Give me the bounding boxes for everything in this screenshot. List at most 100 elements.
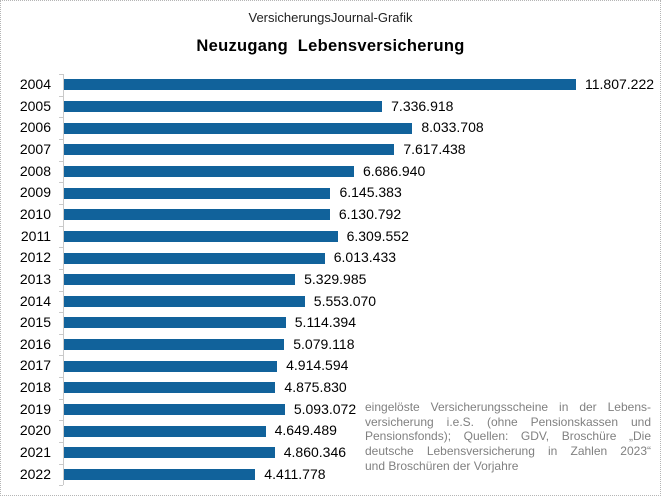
chart-row: 2006 8.033.708 [1,117,660,139]
bar [64,187,331,199]
chart-row: 2014 5.553.070 [1,291,660,313]
axis-tick [59,398,63,400]
year-label: 2015 [19,314,51,331]
source-note-line: eingelöste Versicherungsscheine in der L… [365,400,651,414]
axis-tick [59,485,63,487]
bar-value-label: 6.145.383 [339,184,402,201]
bar [64,425,266,437]
axis-tick [59,333,63,335]
axis-tick [59,182,63,184]
year-label: 2013 [19,270,51,287]
bar [64,165,354,177]
brand-label: VersicherungsJournal-Grafik [248,10,413,25]
year-label: 2019 [19,400,51,417]
axis-tick [59,225,63,227]
bar-value-label: 7.336.918 [391,97,454,114]
bar [64,447,275,459]
year-label: 2020 [19,422,51,439]
bar [64,100,383,112]
axis-tick [59,420,63,422]
bar-value-label: 8.033.708 [421,119,484,136]
bar-value-label: 4.411.778 [264,465,326,482]
chart-row: 2004 11.807.222 [1,74,660,96]
bar [64,404,285,416]
year-label: 2011 [20,227,51,244]
year-label: 2014 [19,292,51,309]
year-label: 2004 [19,76,51,92]
bar-value-label: 11.807.222 [585,76,655,92]
bar-value-label: 5.553.070 [313,292,377,309]
year-label: 2012 [19,249,51,266]
bar [64,230,338,242]
chart-row: 2010 6.130.792 [1,204,660,226]
source-note: eingelöste Versicherungsscheine in der L… [365,400,651,474]
axis-tick [59,312,63,314]
bar-value-label: 6.686.940 [362,162,426,179]
axis-tick [59,95,63,97]
bar [64,360,278,372]
chart-row: 2011 6.309.552 [1,226,660,248]
bar-value-label: 7.617.438 [403,140,466,157]
year-label: 2006 [19,119,51,136]
bar-value-label: 5.329.985 [304,270,367,287]
axis-tick [59,355,63,357]
bar-value-label: 4.914.594 [286,357,349,374]
bar [64,209,330,221]
year-label: 2017 [19,357,51,374]
bar-value-label: 6.309.552 [346,227,409,244]
axis-tick [59,442,63,444]
chart-row: 2005 7.336.918 [1,96,660,118]
bar [64,469,256,480]
source-note-line: und Broschüren der Vorjahre [365,458,519,473]
axis-tick [59,463,63,465]
chart-row: 2021 4.860.346 [1,442,660,464]
year-label: 2005 [19,97,51,114]
chart-row: 2007 7.617.438 [1,139,660,161]
chart-row: 2012 6.013.433 [1,247,660,269]
year-label: 2016 [19,335,51,352]
axis-tick [59,268,63,270]
bar [64,295,305,307]
bar [64,144,395,156]
year-label: 2007 [19,140,51,157]
bar-value-label: 6.013.433 [333,249,397,266]
axis-tick [59,247,63,249]
axis-tick [59,160,63,162]
bar [64,339,285,351]
bar-value-label: 4.649.489 [274,422,337,439]
chart-row: 2016 5.079.118 [1,334,660,356]
year-label: 2009 [19,184,51,201]
chart-row: 2018 4.875.830 [1,377,660,399]
year-label: 2022 [19,465,51,482]
bar [64,317,286,329]
year-label: 2018 [19,379,51,396]
chart-title: Neuzugang Lebensversicherung [196,37,465,55]
axis-tick [59,290,63,292]
source-note-line: versicherung i.e.S. (ohne Pensionskassen… [365,414,651,429]
chart-row: 2020 4.649.489 [1,420,660,442]
bar [64,122,413,134]
bar [64,274,296,286]
y-axis-line [63,74,64,486]
bar-value-label: 4.875.830 [284,379,347,396]
axis-tick [59,377,63,379]
chart-row: 2013 5.329.985 [1,269,660,291]
chart-row: 2019 5.093.072 [1,399,660,421]
year-label: 2010 [19,205,51,222]
bar-value-label: 5.093.072 [293,400,357,417]
bar [64,79,576,91]
chart-row: 2022 4.411.778 [1,464,660,486]
bar-value-label: 4.860.346 [283,444,347,461]
chart-row: 2017 4.914.594 [1,355,660,377]
bar-value-label: 6.130.792 [338,205,402,222]
chart-row: 2008 6.686.940 [1,161,660,183]
axis-tick [59,74,63,75]
chart-row: 2015 5.114.394 [1,312,660,334]
chart-row: 2009 6.145.383 [1,182,660,204]
axis-tick [59,117,63,119]
axis-tick [59,203,63,205]
bar-value-label: 5.079.118 [293,335,355,352]
source-note-line: deutsche Lebensversicherung in Zahlen 20… [365,444,651,459]
